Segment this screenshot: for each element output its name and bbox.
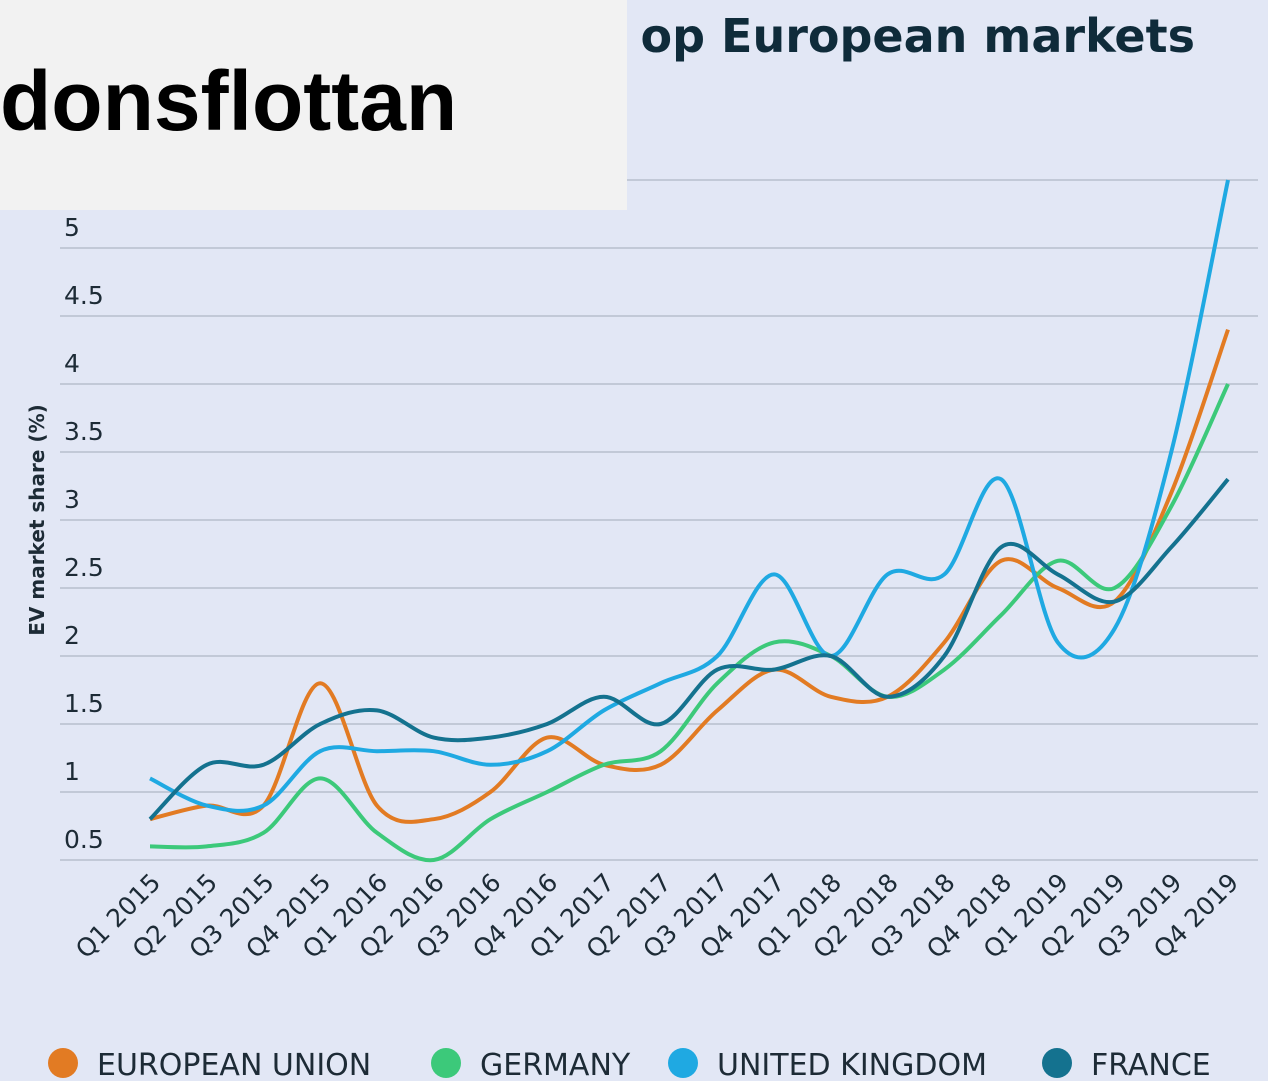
legend-swatch (1042, 1048, 1072, 1078)
y-tick-label: 3.5 (64, 417, 104, 446)
series-line (149, 328, 1230, 824)
y-tick-label: 2 (64, 621, 80, 650)
series-line (149, 179, 1230, 813)
y-tick-label: 0.5 (64, 825, 104, 854)
overlay-box (0, 0, 627, 210)
y-tick-label: 1 (64, 757, 80, 786)
legend: EUROPEAN UNION GERMANY UNITED KINGDOM FRANC… (48, 1048, 1211, 1081)
y-tick-label: 2.5 (64, 553, 104, 582)
legend-label: EUROPEAN UNION (97, 1048, 371, 1081)
y-tick-label: 4.5 (64, 281, 104, 310)
series-line (149, 383, 1230, 863)
legend-label: GERMANY (480, 1048, 631, 1081)
chart-title: op European markets (640, 9, 1195, 63)
legend-swatch (431, 1048, 461, 1078)
y-axis-label: EV market share (%) (25, 404, 49, 636)
y-tick-label: 3 (64, 485, 80, 514)
overlay-text: donsflottan (0, 54, 457, 148)
y-tick-label: 1.5 (64, 689, 104, 718)
y-tick-label: 4 (64, 349, 80, 378)
legend-label: FRANCE (1091, 1048, 1211, 1081)
y-tick-label: 5 (64, 213, 80, 242)
legend-swatch (668, 1048, 698, 1078)
series-line (148, 477, 1230, 821)
legend-swatch (48, 1048, 78, 1078)
legend-label: UNITED KINGDOM (717, 1048, 987, 1081)
